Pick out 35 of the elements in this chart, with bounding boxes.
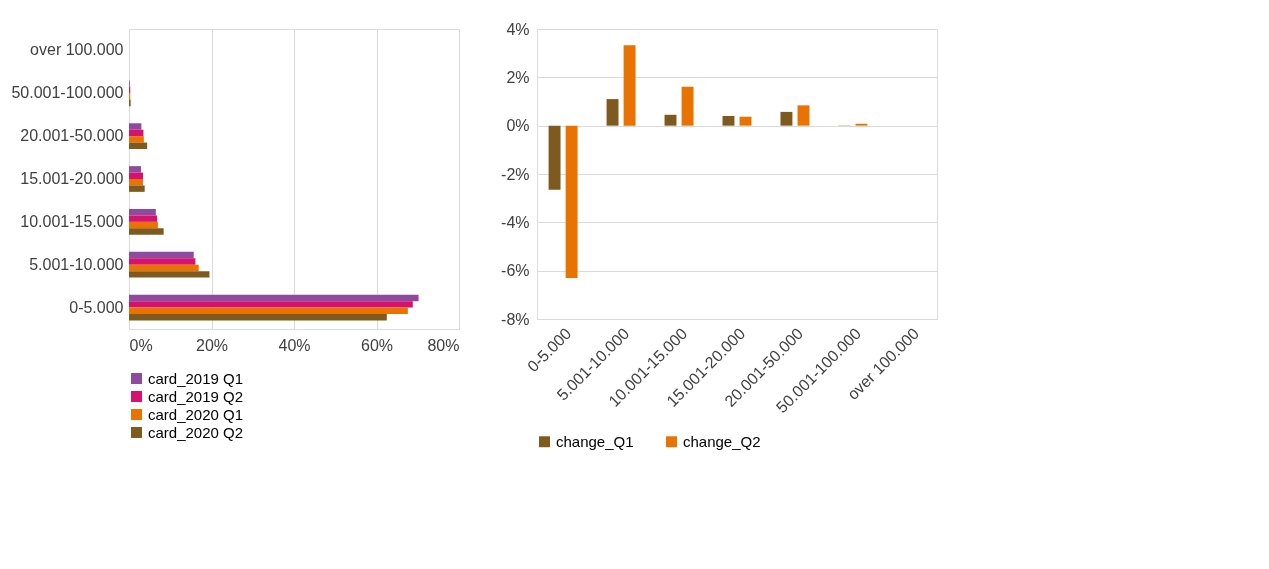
bar (739, 116, 752, 126)
bar (623, 45, 636, 126)
y-tick-label: -8% (501, 310, 530, 328)
x-tick-label: 60% (360, 336, 394, 354)
y-tick-label: -4% (501, 213, 530, 231)
legend-label: change_Q2 (683, 432, 761, 450)
bar (606, 99, 619, 126)
y-tick-label: 20.001-50.000 (20, 127, 124, 145)
x-tick-label: 20% (195, 336, 229, 354)
y-tick-label: 0-5.000 (69, 298, 124, 316)
y-tick-label: -6% (501, 262, 530, 280)
bar (722, 116, 735, 126)
y-tick-label: 2% (506, 68, 530, 86)
bar (681, 86, 694, 126)
bar (780, 111, 793, 126)
bar (664, 114, 677, 126)
bar (548, 125, 561, 190)
bar (797, 105, 810, 126)
legend-label: card_2019 Q2 (148, 387, 244, 405)
x-tick-label: 40% (278, 336, 311, 354)
y-tick-label: 0% (506, 117, 530, 135)
x-tick-label: 80% (427, 336, 460, 354)
y-tick-label: 10.001-15.000 (20, 212, 124, 230)
legend-label: card_2019 Q1 (148, 369, 244, 387)
legend-label: card_2020 Q2 (148, 423, 244, 441)
x-tick-label: 0% (129, 336, 153, 354)
y-tick-label: 5.001-10.000 (29, 255, 124, 273)
y-tick-label: over 100.000 (30, 41, 124, 59)
y-tick-label: 4% (506, 20, 530, 38)
y-tick-label: 50.001-100.000 (11, 84, 124, 102)
y-tick-label: 15.001-20.000 (20, 170, 124, 187)
legend-label: change_Q1 (556, 432, 634, 450)
y-tick-label: -2% (501, 165, 530, 183)
legend-label: card_2020 Q1 (148, 405, 244, 423)
bar (565, 125, 578, 278)
